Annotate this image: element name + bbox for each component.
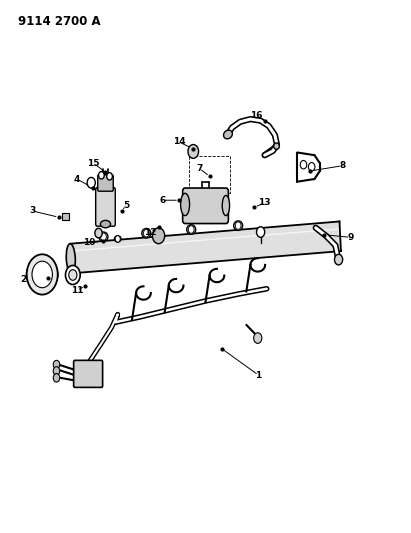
Circle shape (308, 163, 315, 171)
Circle shape (143, 230, 149, 237)
Circle shape (254, 333, 262, 343)
Text: 10: 10 (83, 238, 95, 247)
Circle shape (87, 177, 95, 188)
Circle shape (32, 261, 53, 288)
Ellipse shape (180, 193, 189, 216)
Text: 8: 8 (339, 161, 345, 170)
FancyBboxPatch shape (182, 188, 229, 223)
Text: 1: 1 (256, 370, 262, 379)
Circle shape (107, 173, 113, 180)
Circle shape (99, 172, 104, 179)
Text: 12: 12 (144, 228, 157, 237)
Bar (189, 156, 230, 193)
Ellipse shape (99, 232, 108, 241)
Circle shape (65, 265, 80, 285)
Text: 6: 6 (159, 196, 166, 205)
Ellipse shape (222, 196, 230, 216)
Circle shape (101, 233, 106, 240)
Circle shape (95, 228, 102, 238)
Circle shape (69, 270, 77, 280)
Text: 13: 13 (259, 198, 271, 207)
Circle shape (300, 160, 307, 169)
Ellipse shape (234, 221, 242, 230)
Circle shape (53, 360, 60, 369)
Ellipse shape (274, 143, 279, 149)
Ellipse shape (224, 130, 232, 139)
Ellipse shape (66, 244, 75, 273)
Circle shape (188, 226, 194, 233)
Circle shape (53, 367, 60, 375)
Polygon shape (70, 221, 341, 273)
Text: 3: 3 (29, 206, 35, 215)
Bar (62, 214, 69, 220)
Circle shape (236, 222, 241, 229)
FancyBboxPatch shape (98, 175, 113, 191)
Ellipse shape (142, 229, 151, 238)
Ellipse shape (187, 225, 196, 235)
Circle shape (53, 374, 60, 382)
Text: 14: 14 (173, 138, 185, 147)
Text: 9114 2700 A: 9114 2700 A (18, 14, 100, 28)
Ellipse shape (115, 236, 121, 242)
Circle shape (188, 144, 199, 158)
Text: 15: 15 (87, 159, 99, 167)
FancyBboxPatch shape (96, 188, 115, 226)
Text: 7: 7 (196, 164, 203, 173)
FancyBboxPatch shape (74, 360, 103, 387)
Text: 9: 9 (347, 233, 353, 242)
Circle shape (335, 254, 343, 265)
Text: 4: 4 (74, 174, 80, 183)
Circle shape (27, 254, 58, 295)
Ellipse shape (100, 220, 111, 228)
Text: 2: 2 (21, 275, 27, 284)
Text: 5: 5 (123, 201, 129, 210)
Text: 16: 16 (250, 111, 263, 120)
Circle shape (115, 236, 120, 242)
Circle shape (256, 227, 265, 237)
Circle shape (152, 228, 165, 244)
Text: 11: 11 (71, 286, 83, 295)
